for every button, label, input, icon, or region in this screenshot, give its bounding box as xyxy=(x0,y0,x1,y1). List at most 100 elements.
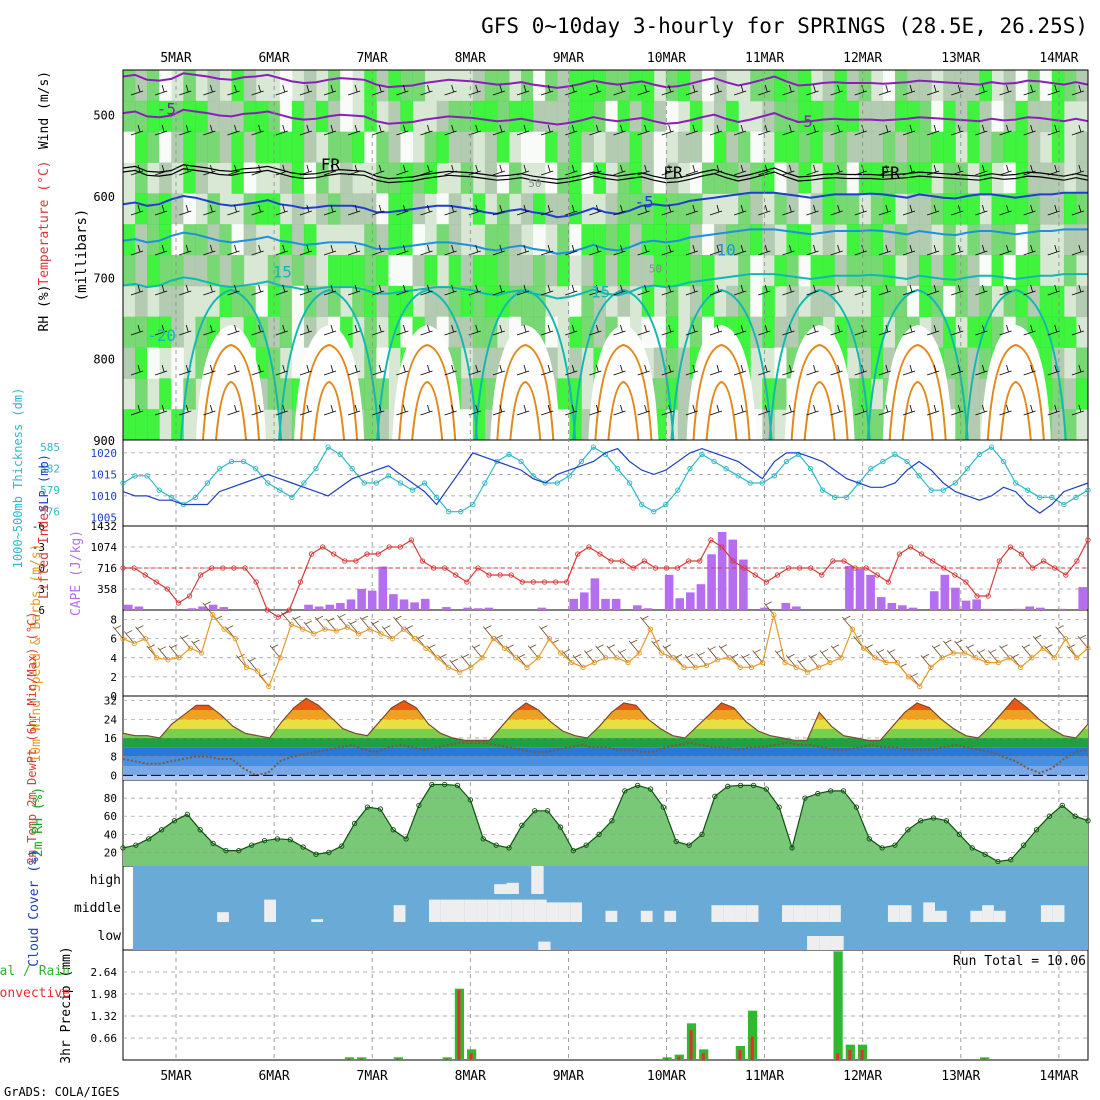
rh-series-point xyxy=(866,836,872,842)
rh-cell xyxy=(460,100,474,133)
wind-barb xyxy=(589,244,602,256)
cape-bar xyxy=(378,566,388,610)
rh-cell xyxy=(593,255,606,287)
rh-cell xyxy=(858,316,872,348)
cloud-middle-bar xyxy=(546,902,559,922)
rh-cell xyxy=(279,162,293,194)
rh-cell xyxy=(1063,378,1077,410)
rh-cell xyxy=(774,162,787,194)
cloud-middle-bar xyxy=(452,899,465,922)
rh-cell xyxy=(653,193,667,225)
wind-barb xyxy=(1047,124,1060,136)
thickness-series-point xyxy=(518,458,524,465)
rh-cell xyxy=(858,224,872,256)
wind-tick-label: 6 xyxy=(110,633,117,646)
wind-barb xyxy=(975,124,988,136)
wind-speed-series-point xyxy=(176,655,182,661)
rh-cell xyxy=(352,285,365,318)
rh-cell xyxy=(364,316,377,348)
rh-cell xyxy=(798,255,812,287)
wind-barb xyxy=(758,324,771,336)
wind-speed-series-point xyxy=(692,664,698,670)
rh-cell xyxy=(955,255,968,287)
lifted-index-series xyxy=(123,539,1089,618)
wind-barb xyxy=(926,404,940,416)
rh-cell xyxy=(1015,100,1029,133)
rh-cell xyxy=(774,70,787,102)
rh-series-point xyxy=(274,836,281,842)
wind-barb xyxy=(565,404,578,416)
rh-cell xyxy=(1051,100,1065,133)
lifted-index-series-point xyxy=(752,572,758,578)
lifted-index-series-point xyxy=(564,579,570,585)
wind-barb xyxy=(468,364,481,376)
rh-cell xyxy=(1015,131,1029,163)
rh-cell xyxy=(436,193,450,225)
y-tick-label: 900 xyxy=(93,434,115,448)
wind-barb xyxy=(299,324,313,336)
rh-cell xyxy=(629,70,643,102)
rh-cell xyxy=(340,255,353,287)
rh-cell xyxy=(364,193,377,225)
rh-cell xyxy=(159,224,172,256)
rh-cell xyxy=(750,285,763,318)
wind-barb xyxy=(661,244,674,256)
rh-legend-label: RH (%) xyxy=(37,285,52,332)
wind-barb xyxy=(902,124,916,136)
rh-cell xyxy=(593,70,606,102)
rh-series-point xyxy=(544,808,551,814)
temp-contour-25 xyxy=(888,343,947,441)
wind-barb xyxy=(1071,284,1085,296)
rh-cell xyxy=(279,131,293,163)
wind-barb xyxy=(878,204,892,216)
thickness-series-point xyxy=(337,451,343,457)
wind-barb xyxy=(589,284,602,296)
wind-speed-series-point xyxy=(378,631,384,637)
cape-bar xyxy=(484,607,494,610)
rh-cell xyxy=(967,193,980,225)
thickness-series-point xyxy=(868,466,874,472)
rh-cell xyxy=(689,100,703,133)
lifted-index-series-point xyxy=(774,572,781,578)
temp-band xyxy=(123,698,1088,710)
rh-cell xyxy=(267,316,281,348)
wind-barb xyxy=(347,84,361,96)
precip-convective-bar xyxy=(445,1058,449,1060)
wind-speed-series-point xyxy=(782,659,788,666)
rh-cell xyxy=(195,100,208,133)
rh-cell xyxy=(882,162,896,194)
rh-cell xyxy=(303,131,317,163)
rh-cell xyxy=(135,131,148,163)
cloud-middle-bar xyxy=(805,905,818,922)
rh-cell xyxy=(316,193,329,225)
wind-barb xyxy=(685,284,699,296)
thickness-series-point xyxy=(204,480,211,486)
rh-cell xyxy=(774,131,787,163)
wind-axis-title: 10m Wind Speed & Barbs (m/s) xyxy=(29,543,44,762)
temp-contour-30 xyxy=(509,380,542,441)
panel-frame xyxy=(122,609,1089,697)
temp-contour-25 xyxy=(594,343,653,441)
rh-cell xyxy=(135,285,148,318)
cape-bar xyxy=(845,566,854,610)
rh-cell xyxy=(617,131,631,163)
wind-barb xyxy=(733,204,747,216)
rh-cell xyxy=(219,255,233,287)
rh-cell xyxy=(1075,70,1089,102)
rh-cell xyxy=(967,285,980,318)
contour-label: -20 xyxy=(147,326,176,345)
rh-cell xyxy=(279,255,293,287)
lifted-index-series-point xyxy=(608,558,614,564)
rh-cell xyxy=(665,285,679,318)
rh-series-point xyxy=(1046,813,1053,819)
cloud-low-bar xyxy=(819,936,832,950)
precip-tick-label: 1.32 xyxy=(91,1010,118,1023)
rh-cell xyxy=(484,162,498,194)
precip-convective-bar xyxy=(457,990,461,1060)
rh-cell xyxy=(810,100,824,133)
wind-barb xyxy=(540,124,554,136)
rh-cell xyxy=(979,131,992,163)
wind-speed-series-point xyxy=(255,668,261,674)
wind-barb xyxy=(589,84,602,96)
lifted-index-series-point xyxy=(885,579,891,585)
